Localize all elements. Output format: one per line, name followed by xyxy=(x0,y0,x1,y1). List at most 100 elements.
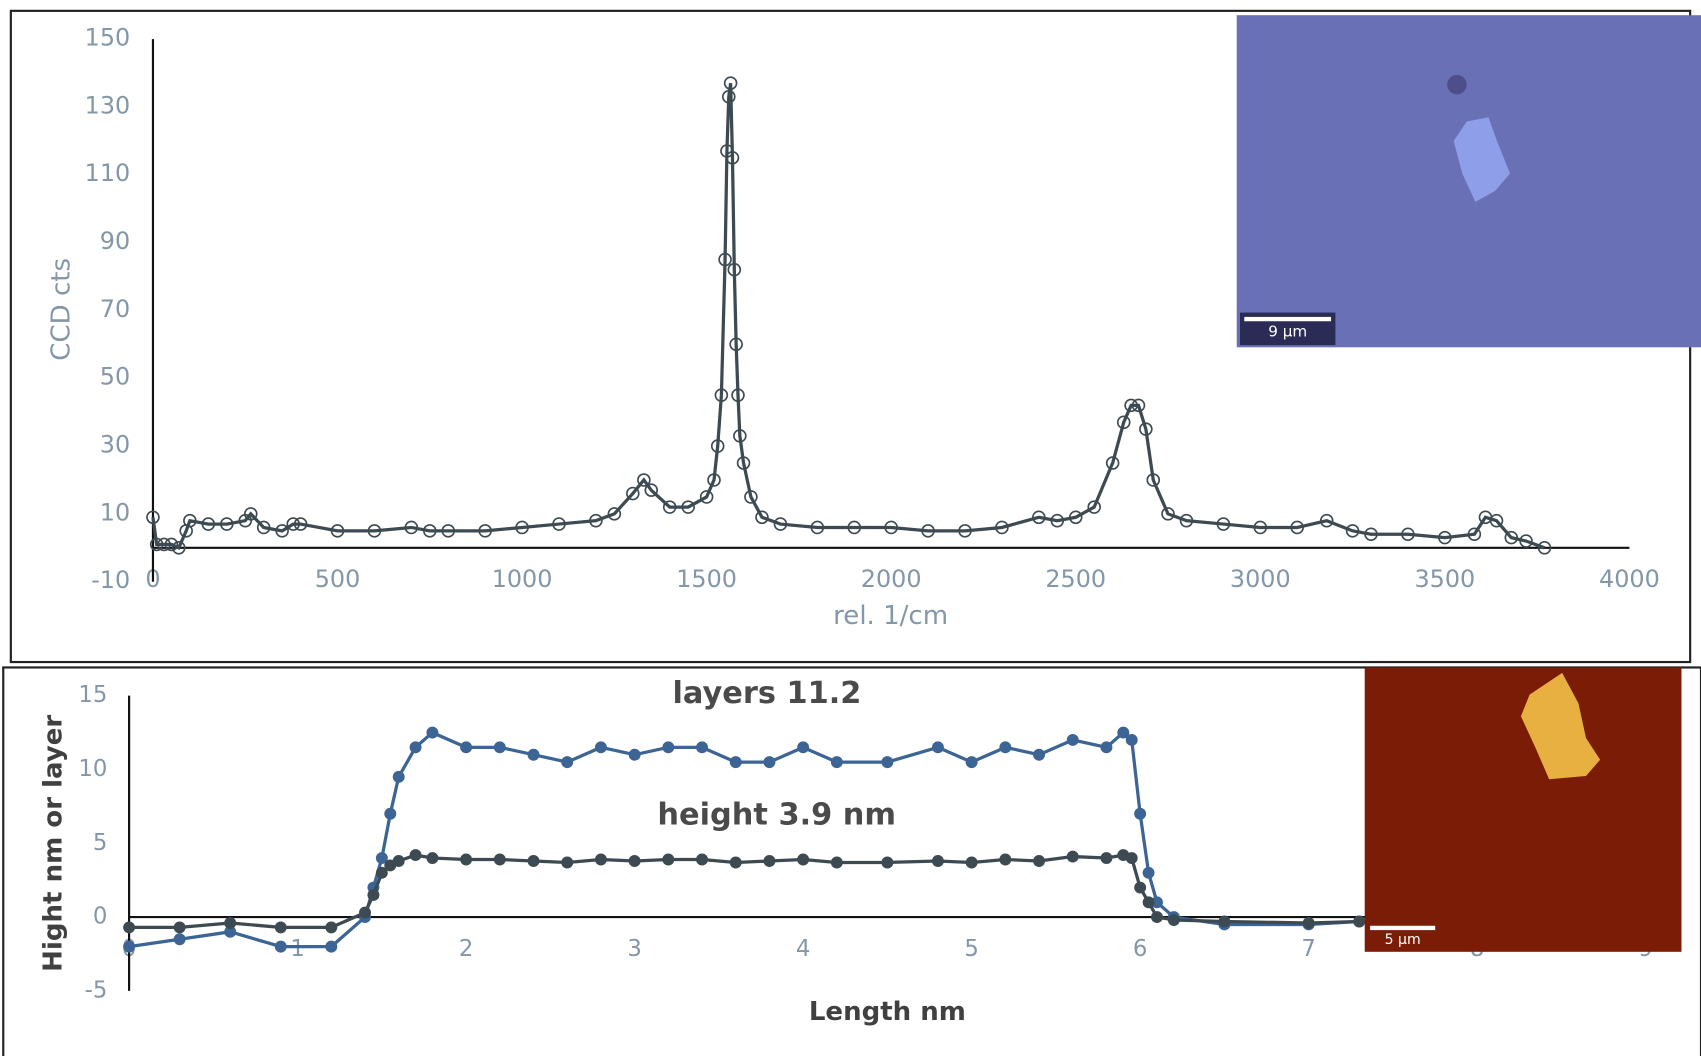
data-point xyxy=(1161,507,1175,521)
y-tick-label: 0 xyxy=(93,904,107,930)
x-tick-label: 2500 xyxy=(1045,565,1106,593)
y-tick-label: 110 xyxy=(85,159,131,187)
data-point xyxy=(409,849,422,862)
data-point xyxy=(527,748,540,761)
data-point xyxy=(594,853,607,866)
data-point xyxy=(727,262,742,277)
data-point xyxy=(1179,513,1194,528)
y-tick-label: -5 xyxy=(85,977,108,1003)
data-point xyxy=(1345,524,1360,538)
data-point xyxy=(1353,915,1366,928)
data-point xyxy=(589,513,603,528)
data-point xyxy=(1151,911,1163,924)
data-point xyxy=(1319,513,1334,528)
data-point xyxy=(628,748,641,761)
data-point xyxy=(493,741,506,754)
data-point xyxy=(830,856,843,869)
data-point xyxy=(164,537,179,552)
data-point xyxy=(594,741,607,754)
data-point xyxy=(243,507,258,521)
data-point xyxy=(1050,513,1065,528)
data-point xyxy=(330,524,345,538)
data-point xyxy=(515,520,529,535)
data-point xyxy=(460,741,473,754)
data-point xyxy=(736,456,751,470)
data-point xyxy=(810,520,825,535)
x-axis-label: rel. 1/cm xyxy=(833,601,948,631)
data-point xyxy=(729,756,742,769)
x-tick-label: 2000 xyxy=(861,565,922,593)
data-point xyxy=(173,933,186,946)
data-point xyxy=(409,741,422,754)
x-tick-label: 4000 xyxy=(1599,565,1660,593)
optical-inset: 9 µm xyxy=(1236,15,1701,348)
y-axis-label: CCD cts xyxy=(46,258,76,361)
x-tick-label: 7 xyxy=(1301,936,1315,962)
data-point xyxy=(1253,520,1268,535)
data-point xyxy=(1167,914,1180,927)
data-point xyxy=(881,856,894,869)
x-tick-label: 1500 xyxy=(676,565,737,593)
data-point xyxy=(275,524,289,538)
data-point xyxy=(965,856,978,869)
data-point xyxy=(731,388,745,402)
data-point xyxy=(744,490,758,504)
data-point xyxy=(797,853,810,866)
data-point xyxy=(1066,850,1079,863)
data-point xyxy=(220,517,234,531)
data-point xyxy=(931,741,944,754)
x-tick-label: 500 xyxy=(315,565,361,593)
data-point xyxy=(172,541,186,555)
data-point xyxy=(729,337,743,352)
data-point xyxy=(201,517,216,531)
data-point xyxy=(1290,520,1304,535)
series-line xyxy=(129,853,1360,930)
scale-label: 9 µm xyxy=(1268,323,1307,341)
series-line xyxy=(151,82,1546,550)
y-axis-label: Hight nm or layer xyxy=(39,715,69,972)
data-point xyxy=(662,853,675,866)
data-point xyxy=(755,510,769,525)
data-point xyxy=(1139,422,1153,436)
data-point xyxy=(1066,733,1079,746)
data-point xyxy=(1302,917,1315,929)
data-point xyxy=(1116,415,1131,430)
data-point xyxy=(1125,733,1138,746)
data-point xyxy=(707,473,721,487)
data-point xyxy=(725,150,740,165)
data-point xyxy=(274,921,287,934)
data-point xyxy=(1100,852,1113,865)
data-point xyxy=(628,855,641,867)
scale-label: 5 µm xyxy=(1385,932,1421,948)
data-point xyxy=(392,855,405,867)
data-point xyxy=(1033,855,1046,867)
data-point xyxy=(1032,510,1046,525)
data-point xyxy=(423,524,437,538)
data-point xyxy=(552,517,566,531)
bottom-panel-border xyxy=(2,666,1701,1056)
data-point xyxy=(696,853,708,866)
data-point xyxy=(607,507,622,521)
data-point xyxy=(325,921,338,934)
data-point xyxy=(662,500,677,514)
data-point xyxy=(561,756,574,769)
data-point xyxy=(173,921,186,934)
data-point xyxy=(367,524,382,538)
data-point xyxy=(493,853,506,866)
x-tick-label: 3500 xyxy=(1414,565,1475,593)
y-tick-label: 150 xyxy=(85,24,131,52)
data-point xyxy=(931,855,944,867)
data-point xyxy=(714,388,729,402)
data-point xyxy=(123,940,136,953)
data-point xyxy=(426,726,439,739)
raman-chart: -101030507090110130150050010001500200025… xyxy=(46,24,1659,631)
data-point xyxy=(696,741,708,754)
x-tick-label: 3000 xyxy=(1230,565,1291,593)
y-tick-label: 5 xyxy=(93,830,107,856)
scale-bar xyxy=(1370,925,1436,931)
data-point xyxy=(681,500,695,514)
data-point xyxy=(721,89,736,104)
y-tick-label: 10 xyxy=(100,498,130,526)
